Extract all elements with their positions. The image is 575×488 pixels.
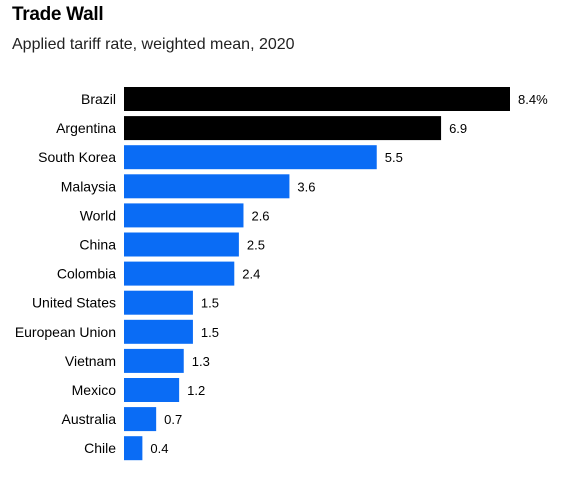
value-label-european-union: 1.5 <box>201 325 219 340</box>
value-label-chile: 0.4 <box>150 441 168 456</box>
chart-subtitle: Applied tariff rate, weighted mean, 2020 <box>12 36 295 53</box>
bar-south-korea <box>124 145 377 170</box>
category-label-argentina: Argentina <box>56 120 116 136</box>
category-label-australia: Australia <box>62 411 117 427</box>
category-label-european-union: European Union <box>15 324 116 340</box>
bar-china <box>124 232 239 257</box>
category-label-mexico: Mexico <box>72 382 117 398</box>
value-label-united-states: 1.5 <box>201 296 219 311</box>
category-label-world: World <box>80 207 116 223</box>
bar-brazil <box>124 87 510 111</box>
chart-title: Trade Wall <box>12 4 104 25</box>
value-label-argentina: 6.9 <box>449 121 467 136</box>
bar-argentina <box>124 116 442 141</box>
bar-mexico <box>124 378 180 402</box>
value-label-malaysia: 3.6 <box>297 179 315 194</box>
bar-european-union <box>124 319 193 344</box>
category-label-chile: Chile <box>84 440 116 456</box>
category-label-malaysia: Malaysia <box>61 178 116 194</box>
value-label-world: 2.6 <box>251 208 269 223</box>
bar-united-states <box>124 290 193 315</box>
value-label-colombia: 2.4 <box>242 267 260 282</box>
category-label-south-korea: South Korea <box>38 149 116 165</box>
category-label-vietnam: Vietnam <box>65 353 116 369</box>
value-label-vietnam: 1.3 <box>192 354 210 369</box>
category-label-china: China <box>79 237 116 253</box>
bar-australia <box>124 407 157 432</box>
value-label-south-korea: 5.5 <box>385 150 403 165</box>
bar-world <box>124 203 244 228</box>
category-label-united-states: United States <box>32 295 116 311</box>
value-label-mexico: 1.2 <box>187 383 205 398</box>
bar-vietnam <box>124 348 184 373</box>
value-label-australia: 0.7 <box>164 412 182 427</box>
bar-malaysia <box>124 174 290 199</box>
category-label-colombia: Colombia <box>57 266 116 282</box>
bar-chile <box>124 436 143 461</box>
value-label-brazil: 8.4% <box>518 92 548 107</box>
bar-colombia <box>124 261 235 286</box>
category-label-brazil: Brazil <box>81 91 116 107</box>
value-label-china: 2.5 <box>247 238 265 253</box>
